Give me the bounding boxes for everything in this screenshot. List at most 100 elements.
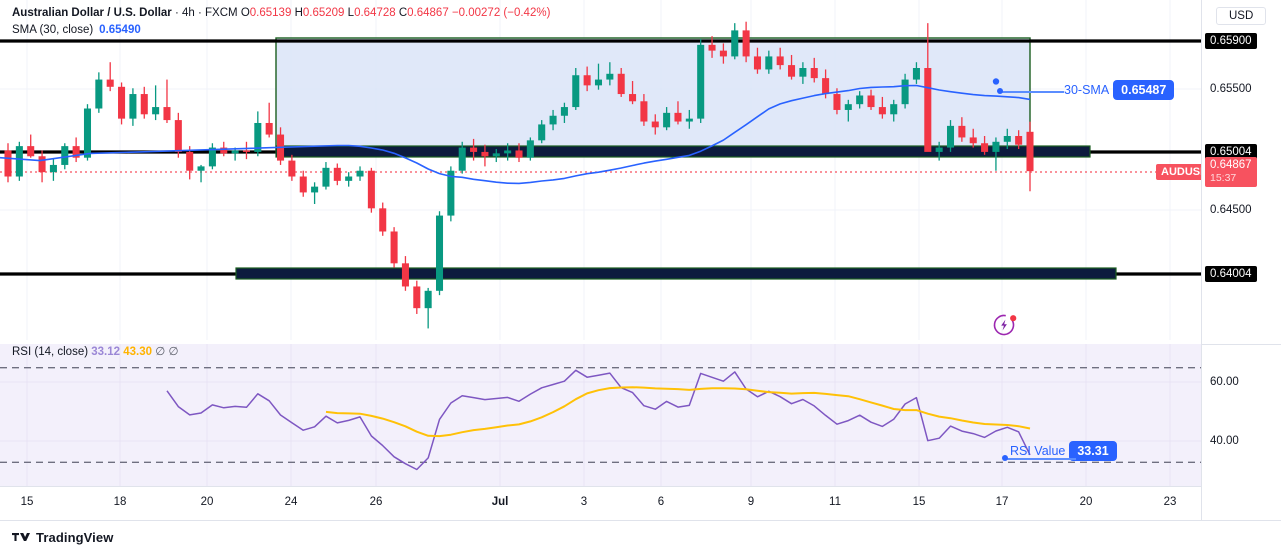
time-axis-tick-15: 15 — [912, 496, 926, 508]
candle-body — [719, 50, 727, 57]
candle-body — [663, 112, 671, 128]
candle-body — [810, 68, 818, 79]
price-pane[interactable] — [0, 0, 1201, 340]
candle-body — [95, 79, 103, 109]
candle-body — [356, 170, 364, 177]
rsi-pane[interactable] — [0, 344, 1201, 486]
candle-body — [753, 56, 761, 70]
candle-body — [822, 78, 830, 95]
candle-body — [856, 95, 864, 105]
candle-body — [651, 121, 659, 128]
candle-body — [333, 167, 341, 181]
candle-body — [83, 108, 92, 158]
candle-body — [49, 164, 57, 173]
rsi-callout-anchor-dot — [1002, 455, 1008, 461]
tradingview-brand-label: TradingView — [36, 530, 114, 545]
rsi-chart-canvas — [0, 344, 1201, 486]
candle-body — [538, 124, 546, 141]
candle-body — [515, 150, 523, 158]
time-axis-tick-15: 15 — [20, 496, 34, 508]
candle-body — [583, 75, 591, 86]
candle-body — [526, 140, 534, 158]
time-axis-tick-9: 9 — [747, 496, 755, 508]
price-axis-level-4: 0.64004 — [1205, 266, 1257, 282]
candle-body — [367, 170, 375, 209]
candle-body — [788, 65, 796, 77]
candle-body — [617, 73, 625, 95]
candle-body — [242, 150, 250, 152]
candle-body — [799, 68, 807, 77]
last-price-symbol-tag: AUDUSD — [1156, 164, 1214, 180]
candle-body — [140, 94, 148, 115]
candle-body — [311, 186, 319, 193]
candle-body — [492, 153, 500, 157]
rsi-callout-value: 33.31 — [1069, 441, 1117, 461]
candle-body — [549, 115, 557, 125]
rsi-line[interactable] — [166, 369, 1031, 471]
candle-body — [61, 146, 69, 165]
candle-body — [833, 94, 841, 110]
tradingview-logo-icon[interactable] — [12, 532, 30, 544]
candle-body — [742, 30, 750, 57]
sma-30-line[interactable] — [0, 84, 1031, 185]
rsi-callout[interactable]: RSI Value 33.31 — [1002, 441, 1117, 461]
candle-body — [401, 263, 409, 287]
candle-body — [674, 112, 682, 122]
candle-body — [708, 44, 716, 51]
candle-body — [844, 104, 852, 110]
candlestick-series — [4, 21, 1034, 329]
candle-body — [470, 147, 478, 152]
sma-callout[interactable]: 30-SMA 0.65487 — [997, 80, 1175, 100]
currency-chip[interactable]: USD — [1216, 7, 1267, 25]
time-axis-tick-jul: Jul — [491, 496, 509, 508]
candle-body — [129, 94, 137, 119]
candle-body — [38, 156, 46, 173]
candle-body — [390, 231, 398, 264]
candle-body — [594, 79, 603, 86]
candle-body — [935, 147, 943, 152]
sma-callout-anchor-dot — [997, 88, 1003, 94]
candle-body — [174, 120, 182, 152]
candle-body — [981, 143, 989, 152]
rsi-ma-line[interactable] — [325, 386, 1031, 438]
last-price-chip: 0.64867 15:37 — [1205, 157, 1257, 187]
candle-body — [504, 150, 512, 154]
time-axis-tick-24: 24 — [284, 496, 298, 508]
candle-body — [254, 122, 262, 152]
candle-body — [458, 147, 466, 171]
candle-body — [1003, 136, 1011, 142]
price-axis-tick-3: 0.64500 — [1210, 204, 1252, 216]
sma-callout-leader — [1000, 91, 1064, 93]
time-axis-tick-23: 23 — [1163, 496, 1177, 508]
candle-body — [265, 122, 273, 135]
candle-body — [220, 147, 228, 154]
candle-body — [685, 118, 693, 122]
candle-body — [992, 141, 1000, 152]
price-chart-canvas — [0, 0, 1201, 340]
candle-body — [197, 166, 205, 171]
rsi-callout-label: RSI Value — [1010, 444, 1066, 458]
time-axis-tick-6: 6 — [657, 496, 665, 508]
rsi-axis-tick-0: 60.00 — [1210, 376, 1239, 388]
candle-body — [299, 176, 307, 193]
candle-body — [27, 146, 35, 157]
candle-body — [1026, 131, 1034, 172]
lightning-bolt-icon[interactable] — [992, 312, 1018, 338]
candle-body — [118, 86, 126, 119]
candle-body — [186, 151, 194, 171]
rsi-axis-tick-1: 40.00 — [1210, 435, 1239, 447]
candle-body — [231, 150, 239, 154]
price-axis[interactable]: USD 0.65900 0.65500 0.65004 0.64500 0.64004 0… — [1201, 0, 1281, 520]
candle-body — [765, 56, 773, 70]
candle-body — [345, 176, 353, 181]
lower-support-band[interactable] — [235, 267, 1117, 280]
candle-body — [606, 73, 614, 80]
candle-body — [106, 79, 114, 87]
candle-body — [152, 107, 160, 115]
candle-body — [322, 167, 330, 187]
time-axis-tick-20: 20 — [1079, 496, 1093, 508]
candle-body — [878, 107, 886, 115]
time-axis[interactable]: 15 18 20 24 26 Jul 3 6 9 11 15 17 20 23 — [0, 486, 1201, 520]
consolidation-zone-box[interactable] — [275, 37, 1031, 153]
